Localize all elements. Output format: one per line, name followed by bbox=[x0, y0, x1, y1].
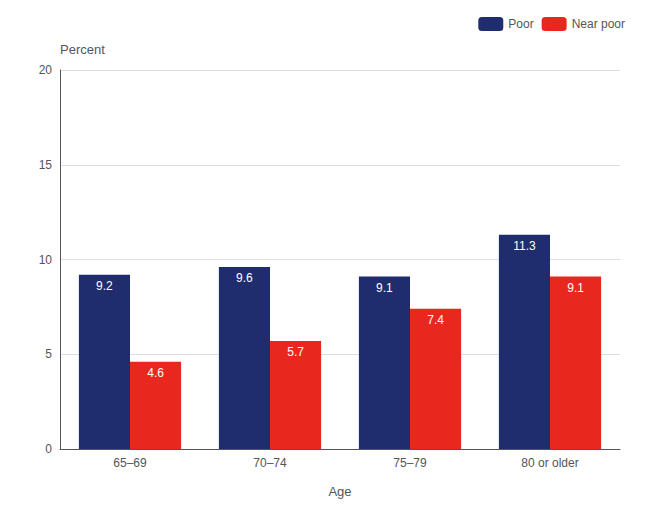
svg-text:11.3: 11.3 bbox=[513, 239, 536, 253]
svg-text:0: 0 bbox=[45, 442, 52, 456]
svg-text:5: 5 bbox=[45, 347, 52, 361]
svg-text:9.2: 9.2 bbox=[96, 279, 113, 293]
svg-text:Near poor: Near poor bbox=[572, 17, 625, 31]
svg-text:9.6: 9.6 bbox=[236, 271, 253, 285]
svg-text:80 or older: 80 or older bbox=[521, 456, 578, 470]
svg-text:5.7: 5.7 bbox=[287, 345, 304, 359]
svg-text:Percent: Percent bbox=[60, 42, 105, 57]
svg-text:7.4: 7.4 bbox=[427, 313, 444, 327]
svg-text:Poor: Poor bbox=[508, 17, 533, 31]
svg-text:20: 20 bbox=[39, 63, 53, 77]
svg-text:9.1: 9.1 bbox=[567, 281, 584, 295]
svg-text:65–69: 65–69 bbox=[113, 456, 147, 470]
svg-text:75–79: 75–79 bbox=[393, 456, 427, 470]
svg-text:Age: Age bbox=[328, 484, 351, 499]
svg-text:70–74: 70–74 bbox=[253, 456, 287, 470]
svg-text:9.1: 9.1 bbox=[376, 281, 393, 295]
svg-text:4.6: 4.6 bbox=[147, 366, 164, 380]
svg-text:10: 10 bbox=[39, 253, 53, 267]
svg-text:15: 15 bbox=[39, 158, 53, 172]
